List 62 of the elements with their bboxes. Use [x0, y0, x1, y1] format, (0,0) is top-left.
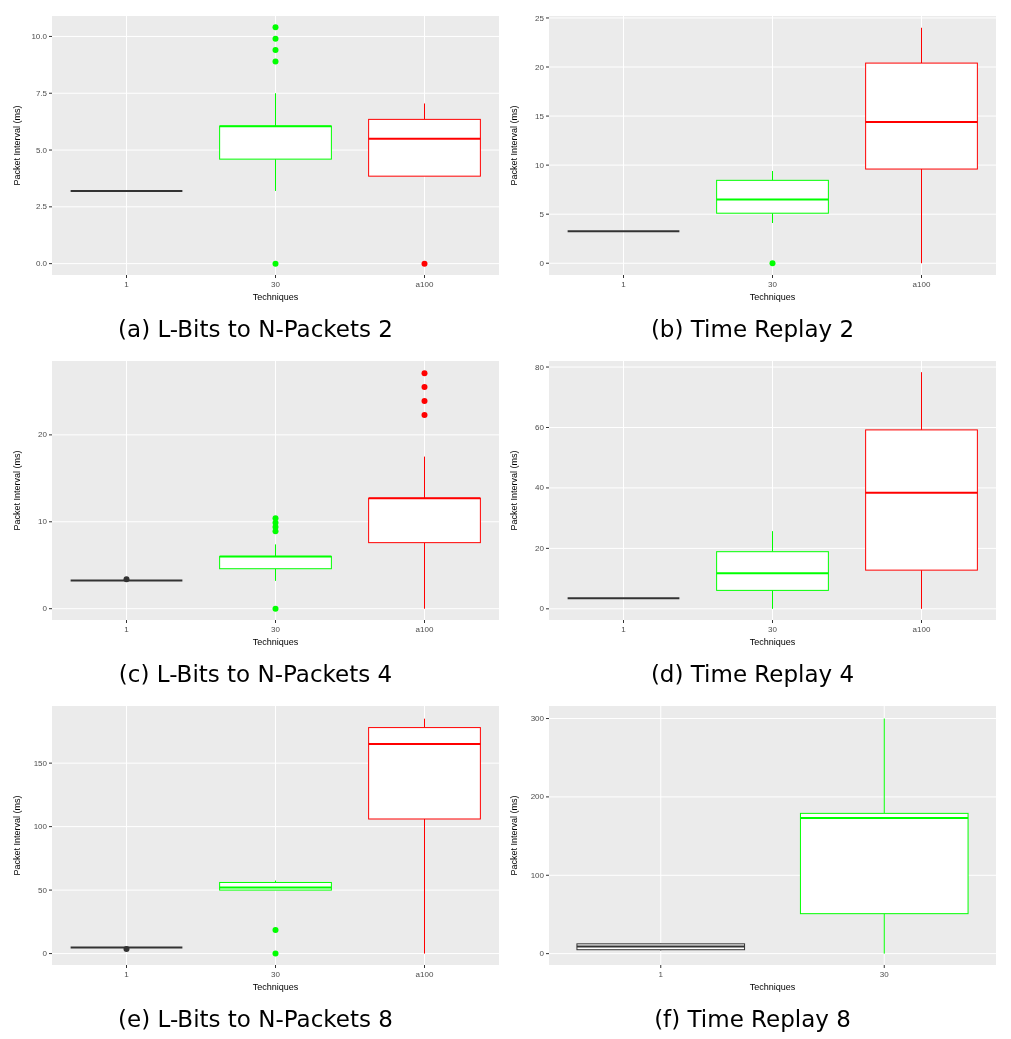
y-axis-title: Packet Interval (ms): [509, 105, 519, 186]
y-tick-label: 50: [38, 885, 48, 895]
x-axis-title: Techniques: [252, 292, 299, 302]
x-tick-label: 30: [271, 625, 281, 634]
y-tick-label: 0: [539, 949, 545, 959]
text: (b) Time Replay 2: [650, 316, 855, 342]
y-axis-title: Packet Interval (ms): [509, 450, 519, 531]
x-axis-title: Techniques: [252, 637, 299, 647]
x-axis-title: Techniques: [749, 292, 796, 302]
y-tick-label: 100: [530, 870, 545, 880]
x-tick-label: 1: [124, 625, 130, 634]
text: (e) L-Bits to N-Packets 8: [118, 1006, 393, 1032]
y-tick-label: 0: [539, 604, 545, 614]
y-tick-label: 300: [530, 714, 545, 724]
x-tick-label: 1: [621, 625, 627, 634]
text: (a) L-Bits to N-Packets 2: [118, 316, 393, 342]
y-tick-label: 0: [42, 604, 48, 614]
x-tick-label: a100: [415, 280, 434, 289]
y-tick-label: 0: [539, 258, 545, 268]
y-tick-label: 60: [535, 423, 545, 433]
y-tick-label: 80: [535, 362, 545, 372]
y-tick-label: 7.5: [35, 88, 48, 98]
x-tick-label: a100: [415, 970, 434, 979]
text: (f) Time Replay 8: [654, 1006, 851, 1032]
y-tick-label: 0.0: [35, 259, 48, 269]
y-axis-title: Packet Interval (ms): [12, 105, 22, 186]
x-tick-label: 1: [621, 280, 627, 289]
x-tick-label: 1: [124, 280, 130, 289]
x-tick-label: 30: [879, 970, 890, 979]
x-tick-label: a100: [415, 625, 434, 634]
x-tick-label: 30: [768, 280, 778, 289]
y-axis-title: Packet Interval (ms): [12, 450, 22, 531]
y-tick-label: 40: [535, 483, 545, 493]
y-tick-label: 25: [535, 13, 545, 23]
y-tick-label: 0: [42, 949, 48, 959]
x-tick-label: 1: [124, 970, 130, 979]
y-tick-label: 200: [530, 792, 545, 802]
y-tick-label: 15: [535, 111, 545, 121]
x-tick-label: 30: [768, 625, 778, 634]
y-tick-label: 20: [535, 62, 545, 72]
x-tick-label: a100: [912, 625, 931, 634]
y-tick-label: 10: [38, 517, 48, 527]
y-tick-label: 10.0: [31, 32, 48, 42]
y-tick-label: 20: [38, 430, 48, 440]
y-tick-label: 5: [539, 209, 545, 219]
y-tick-label: 2.5: [35, 202, 48, 212]
y-tick-label: 5.0: [35, 145, 48, 155]
x-axis-title: Techniques: [749, 982, 796, 992]
text: (c) L-Bits to N-Packets 4: [118, 661, 393, 687]
y-tick-label: 150: [33, 758, 48, 768]
text: (d) Time Replay 4: [650, 661, 855, 687]
y-tick-label: 100: [33, 822, 48, 832]
x-tick-label: a100: [912, 280, 931, 289]
x-axis-title: Techniques: [252, 982, 299, 992]
x-axis-title: Techniques: [749, 637, 796, 647]
x-tick-label: 30: [271, 970, 281, 979]
y-axis-title: Packet Interval (ms): [509, 795, 519, 876]
y-tick-label: 10: [535, 160, 545, 170]
y-axis-title: Packet Interval (ms): [12, 795, 22, 876]
y-tick-label: 20: [535, 543, 545, 553]
x-tick-label: 1: [658, 970, 664, 979]
x-tick-label: 30: [271, 280, 281, 289]
